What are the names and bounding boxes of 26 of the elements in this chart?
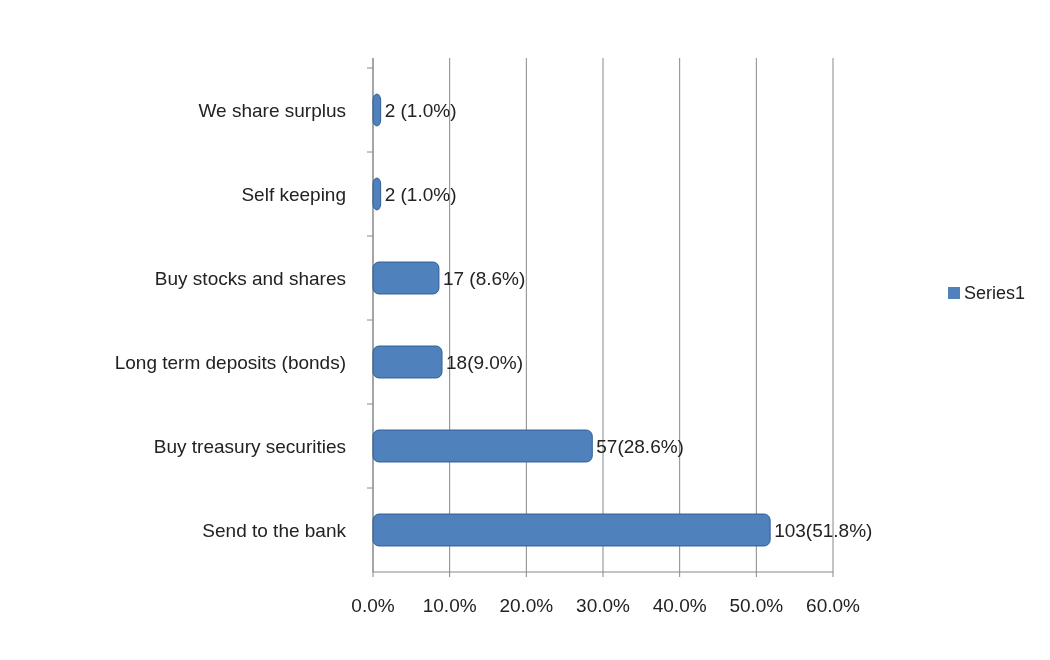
data-label: 57(28.6%) [596,435,684,457]
bar [372,345,443,379]
data-label: 18(9.0%) [446,351,524,373]
x-tick-label: 50.0% [729,595,784,616]
y-tick-label: Send to the bank [202,519,347,541]
data-label: 103(51.8%) [774,519,873,541]
data-label: 17 (8.6%) [442,267,526,289]
x-tick-label: 0.0% [351,595,395,616]
x-tick-label: 10.0% [422,595,477,616]
data-label: 2 (1.0%) [384,99,457,121]
y-tick-label: We share surplus [198,99,346,121]
y-tick-label: Self keeping [241,183,346,205]
legend-label: Series1 [964,283,1026,304]
bar [372,429,593,463]
bar [372,93,382,127]
data-label: 2 (1.0%) [384,183,457,205]
y-tick-label: Long term deposits (bonds) [114,351,346,373]
bar [372,177,382,211]
x-tick-label: 20.0% [499,595,554,616]
x-tick-label: 60.0% [806,595,861,616]
bar [372,261,440,295]
y-tick-label: Buy treasury securities [153,435,346,457]
bar [372,513,771,547]
x-tick-label: 40.0% [652,595,707,616]
y-tick-label: Buy stocks and shares [154,267,346,289]
x-tick-label: 30.0% [576,595,631,616]
